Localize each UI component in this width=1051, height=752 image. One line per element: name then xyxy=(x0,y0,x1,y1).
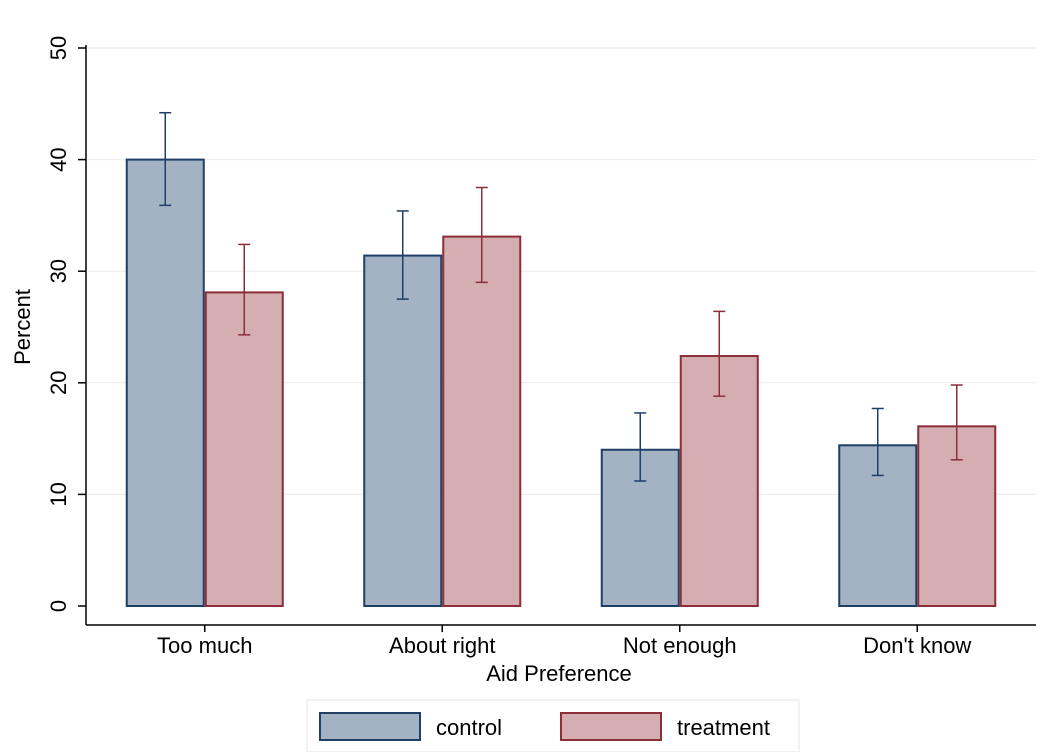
bar-control-too-much xyxy=(125,158,205,607)
axes xyxy=(78,45,1036,632)
y-tick-label-0: 0 xyxy=(46,600,71,612)
tick-labels: 0 10 20 30 40 50 Too much About right Not enough… xyxy=(46,36,971,658)
bars xyxy=(125,158,997,608)
x-tick-label-don-t-know: Don't know xyxy=(863,633,971,658)
bar-treatment-not-enough xyxy=(679,355,759,607)
y-tick-label-50: 50 xyxy=(46,36,71,60)
legend-swatch-treatment xyxy=(560,712,662,741)
x-axis-title: Aid Preference xyxy=(486,661,632,686)
y-tick-label-10: 10 xyxy=(46,482,71,506)
y-tick-label-40: 40 xyxy=(46,147,71,171)
legend-label-treatment: treatment xyxy=(677,715,770,740)
bar-treatment-too-much xyxy=(204,291,284,607)
legend: control treatment xyxy=(306,699,800,752)
x-tick-label-not-enough: Not enough xyxy=(623,633,737,658)
x-tick-label-too-much: Too much xyxy=(157,633,252,658)
y-tick-label-20: 20 xyxy=(46,371,71,395)
y-tick-label-30: 30 xyxy=(46,259,71,283)
error-bars xyxy=(159,111,963,482)
legend-swatch-control xyxy=(319,712,421,741)
x-tick-label-about-right: About right xyxy=(389,633,495,658)
legend-label-control: control xyxy=(436,715,502,740)
bar-treatment-about-right xyxy=(442,235,522,607)
y-axis-title: Percent xyxy=(10,289,35,365)
bar-control-about-right xyxy=(363,254,443,608)
